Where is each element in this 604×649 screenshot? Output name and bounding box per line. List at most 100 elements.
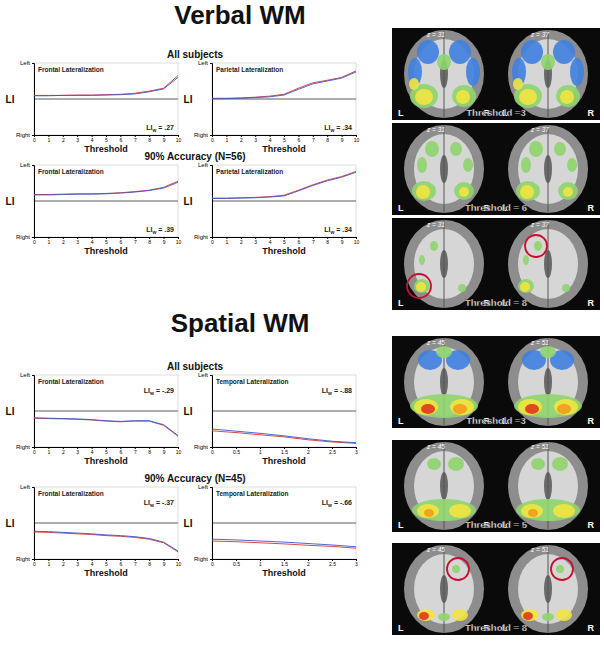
activation [521, 157, 531, 173]
y-axis-title: LI [6, 94, 15, 105]
activation [554, 399, 578, 415]
slice-label: z = 31 [426, 126, 445, 133]
zero-line [34, 99, 178, 100]
activation [456, 90, 470, 104]
x-tick: 1 [48, 559, 51, 567]
annotation: LIw = .27 [146, 124, 174, 133]
y-axis-title: LI [6, 518, 15, 529]
activation [412, 181, 436, 201]
y-tick-mark [32, 375, 34, 376]
x-axis: 012345678910 [211, 135, 359, 143]
highlight-circle [447, 558, 469, 580]
y-tick-mark [32, 63, 34, 64]
y-tick-mark [32, 165, 34, 166]
activation [437, 54, 451, 70]
activation [409, 78, 419, 90]
x-tick: 6 [298, 135, 301, 143]
x-tick-label: 4 [91, 561, 94, 567]
annotation: LIw = -.29 [144, 387, 174, 396]
lines [212, 429, 356, 443]
hemisphere-right: R [588, 203, 595, 213]
x-tick: 7 [134, 237, 137, 245]
y-axis-title: LI [184, 518, 193, 529]
x-tick-label: 8 [148, 239, 151, 245]
y-tick-label: Right [194, 234, 208, 240]
x-tick-label: 6 [120, 137, 123, 143]
x-tick-label: 3 [76, 137, 79, 143]
x-tick: 3 [254, 237, 257, 245]
y-axis-line [210, 488, 213, 560]
x-tick: 0 [211, 135, 214, 143]
x-axis-title: Threshold [84, 456, 128, 466]
x-tick-label: 8 [148, 449, 151, 455]
brain-outline [508, 220, 588, 308]
x-tick: 4 [269, 237, 272, 245]
section-title: Verbal WM [174, 0, 305, 30]
activation [438, 613, 450, 621]
x-tick-label: 1 [226, 137, 229, 143]
slice-label: z = 31 [426, 31, 445, 38]
x-tick: 9 [163, 559, 166, 567]
activation [516, 181, 540, 201]
activation [416, 282, 426, 292]
x-tick-label: 10 [354, 239, 360, 245]
activation [419, 612, 429, 620]
y-axis: LeftRight [194, 60, 213, 138]
x-tick-label: 8 [148, 561, 151, 567]
x-tick-label: 1 [259, 561, 262, 567]
activation [452, 565, 460, 573]
x-tick: 8 [326, 237, 329, 245]
x-tick: 9 [341, 237, 344, 245]
x-tick: 10 [176, 237, 182, 245]
highlight-circle [525, 235, 547, 257]
activation [525, 404, 539, 414]
chart-title: Frontal Lateralization [38, 168, 104, 175]
panel-background [392, 123, 600, 215]
x-tick-label: 1 [226, 239, 229, 245]
activation [417, 609, 435, 621]
brain-slice [404, 442, 484, 530]
y-tick-mark [210, 375, 212, 376]
brain-outline [508, 30, 588, 118]
hemisphere-right: R [588, 520, 595, 530]
x-tick: 8 [148, 135, 151, 143]
y-tick: Right [16, 234, 34, 240]
y-tick-mark [32, 559, 34, 560]
activation [414, 399, 438, 415]
y-tick: Left [20, 60, 34, 66]
x-tick-label: 3 [254, 137, 257, 143]
slice-label: z = 45 [426, 443, 445, 450]
x-axis-title: Threshold [84, 246, 128, 256]
brain-outline [404, 338, 484, 426]
y-tick-label: Right [16, 234, 30, 240]
brain-slice [404, 30, 484, 118]
y-tick-label: Left [20, 60, 30, 66]
zero-line [34, 201, 178, 202]
x-tick-label: 2 [307, 449, 310, 455]
x-tick-label: 9 [163, 137, 166, 143]
y-tick-label: Right [16, 444, 30, 450]
x-tick-label: 6 [120, 449, 123, 455]
y-axis-line [32, 64, 35, 136]
chart-title: Temporal Lateralization [216, 378, 289, 386]
x-axis-title: Threshold [84, 568, 128, 578]
activation [520, 282, 530, 292]
x-axis: 012345678910 [33, 559, 181, 567]
lines [34, 418, 178, 436]
brain-outline [404, 125, 484, 213]
chart: 00.511.522.53LeftRightTemporal Lateraliz… [184, 484, 359, 578]
threshold-label: Threshold = 5 [465, 519, 528, 530]
x-axis: 012345678910 [33, 447, 181, 455]
midline [444, 30, 445, 118]
brain-panel: z = 45LRz = 51LRThreshold = 5 [392, 440, 600, 532]
activation [523, 612, 533, 620]
midline [548, 125, 549, 213]
x-tick: 0 [33, 559, 36, 567]
y-axis-line [32, 488, 35, 560]
section-title: Spatial WM [171, 308, 310, 338]
y-tick-mark [32, 447, 34, 448]
y-tick-mark [210, 559, 212, 560]
x-axis: 012345678910 [33, 237, 181, 245]
activation [449, 40, 471, 64]
y-tick-label: Right [16, 132, 30, 138]
